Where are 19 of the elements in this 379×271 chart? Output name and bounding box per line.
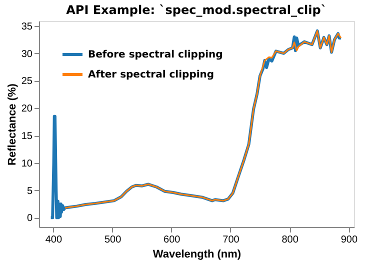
x-tick-label: 600	[164, 234, 181, 246]
y-axis-title: Reflectance (%)	[6, 83, 18, 166]
y-tick-label: 10	[21, 158, 33, 170]
y-tick-label: 15	[21, 131, 33, 142]
y-tick-label: 25	[21, 76, 33, 88]
legend-label: After spectral clipping	[88, 70, 214, 80]
y-tick-label: 0	[26, 213, 33, 224]
y-tick-label: 5	[26, 186, 33, 197]
x-tick-label: 400	[45, 234, 62, 246]
legend-label: Before spectral clipping	[88, 50, 223, 60]
y-tick-label: 35	[21, 21, 33, 32]
x-tick-label: 800	[282, 234, 299, 246]
x-tick-label: 900	[340, 234, 358, 246]
x-tick-label: 700	[222, 234, 240, 246]
chart-title: API Example: `spec_mod.spectral_clip`	[66, 2, 327, 17]
y-tick-label: 30	[21, 48, 33, 60]
x-axis-title: Wavelength (nm)	[152, 248, 242, 260]
y-tick-label: 20	[21, 104, 33, 115]
x-tick-label: 500	[104, 234, 122, 246]
